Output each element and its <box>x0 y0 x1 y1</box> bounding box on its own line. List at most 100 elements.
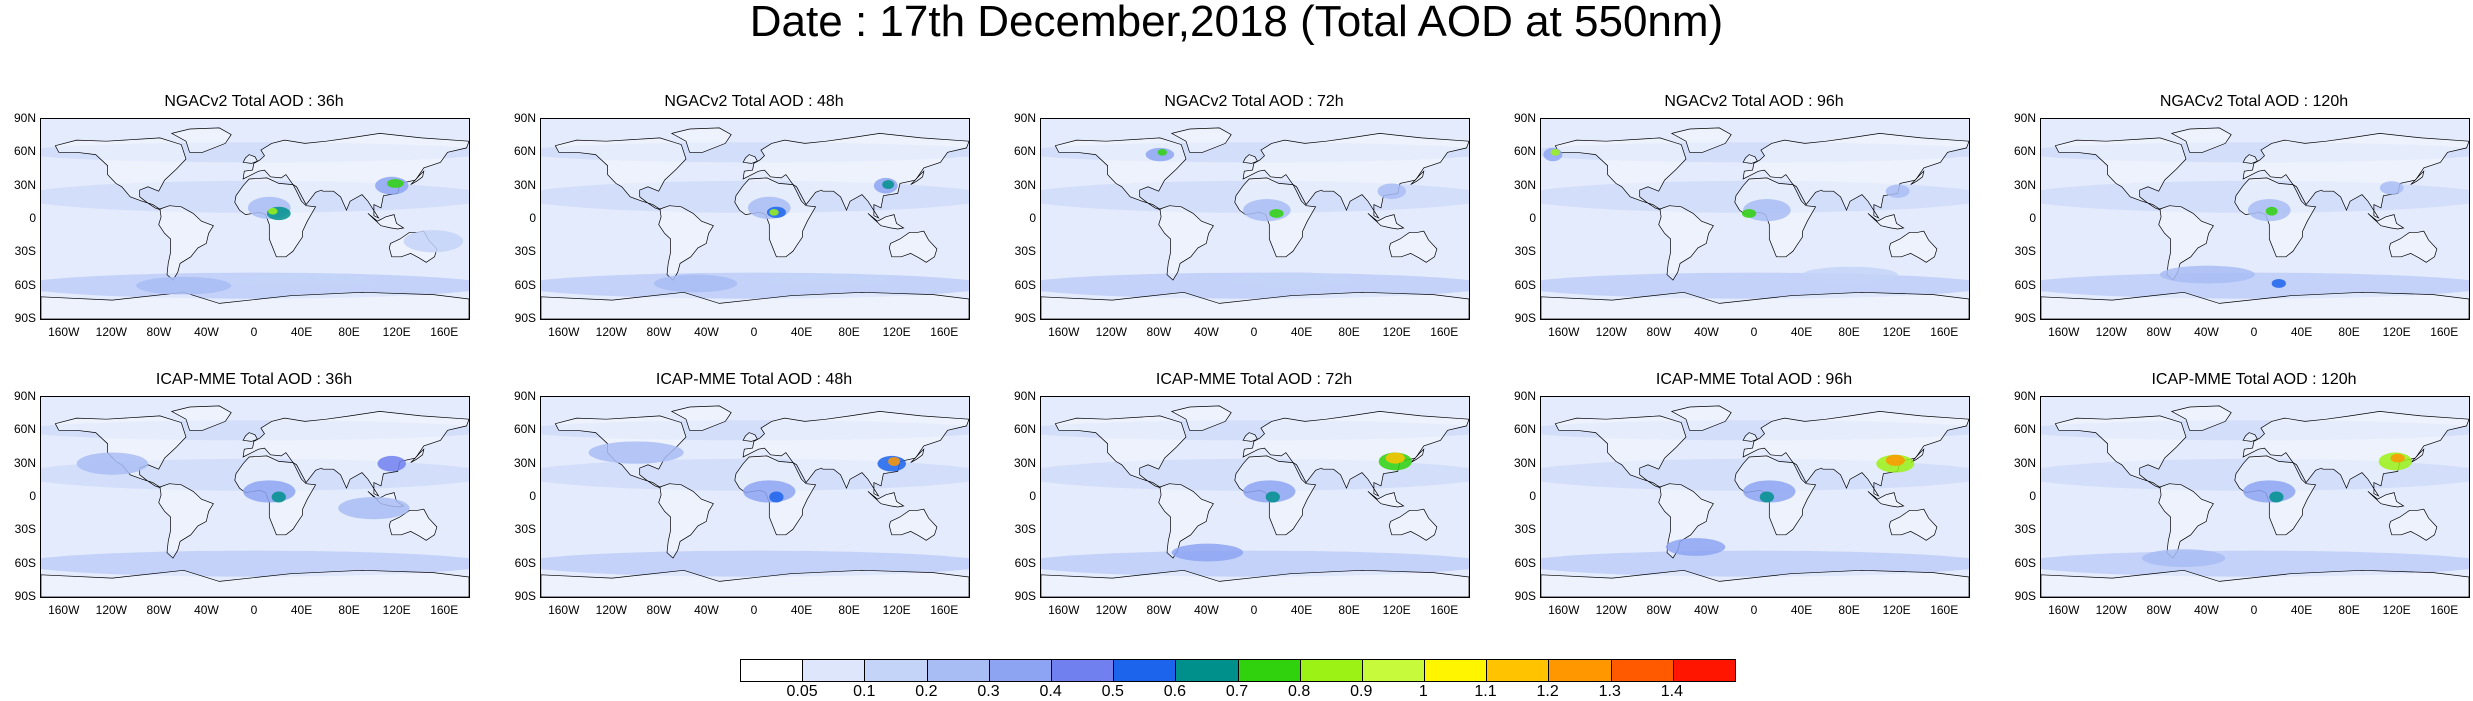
continent-outline <box>742 133 969 219</box>
lon-tick-label: 40E <box>790 325 813 339</box>
lon-tick-label: 120E <box>1882 603 1911 617</box>
aod-plume <box>377 455 406 472</box>
lon-tick-label: 40W <box>1694 603 1719 617</box>
continent-outline <box>1867 491 1905 508</box>
lat-tick-label: 30S <box>1514 522 1536 537</box>
lon-tick-label: 0 <box>750 603 758 617</box>
aod-plume <box>1885 454 1905 466</box>
map-frame <box>540 118 970 320</box>
colorbar-label: 1 <box>1418 683 1428 700</box>
lat-tick-label: 60S <box>1014 277 1036 292</box>
aod-plume <box>766 273 886 287</box>
continent-outline <box>2242 432 2258 442</box>
aod-plume <box>386 179 404 188</box>
lon-tick-label: 80E <box>1338 325 1360 339</box>
aod-plume <box>1269 209 1284 218</box>
continent-outline <box>158 483 214 559</box>
continent-outline <box>1658 205 1714 281</box>
lon-tick-label: 80W <box>1146 325 1172 339</box>
panel-title: NGACv2 Total AOD : 120h <box>2159 93 2349 110</box>
continent-outline <box>1158 205 1214 281</box>
lon-tick-label: 160W <box>48 603 80 617</box>
continent-outline <box>1670 127 1732 153</box>
aod-map <box>541 119 969 319</box>
continent-outline <box>2054 415 2187 489</box>
continent-outline <box>742 154 758 164</box>
lon-tick-label: 80W <box>1646 603 1672 617</box>
lat-tick-label: 90N <box>1513 389 1536 403</box>
lon-tick-label: 160E <box>1930 325 1959 339</box>
lon-tick-label: 80E <box>2338 325 2360 339</box>
colorbar-label: 0.6 <box>1163 683 1186 700</box>
continent-outline <box>1242 154 1258 164</box>
continent-outline <box>1554 137 1687 211</box>
colorbar-box <box>1611 660 1674 681</box>
continent-outline <box>1242 432 1258 442</box>
lon-tick-label: 80E <box>338 325 360 339</box>
aod-plume <box>2265 206 2278 216</box>
map-frame <box>1040 396 1470 598</box>
lon-tick-label: 80W <box>1146 603 1172 617</box>
lat-tick-label: 30N <box>13 455 36 470</box>
lat-tick-label: 60S <box>1014 555 1036 570</box>
lon-tick-label: 160W <box>2048 325 2080 339</box>
lon-tick-label: 40E <box>1290 603 1313 617</box>
aod-plume <box>653 274 738 293</box>
map-frame <box>1540 396 1970 598</box>
lon-tick-label: 160E <box>430 325 459 339</box>
lat-tick-label: 90N <box>2013 111 2036 125</box>
continent-outline <box>1742 133 1969 219</box>
map-frame <box>1040 118 1470 320</box>
colorbar-box <box>803 660 866 681</box>
lon-tick-label: 160W <box>1548 325 1580 339</box>
lat-tick-label: 0 <box>1529 489 1536 503</box>
aod-plume <box>2271 279 2286 288</box>
aod-map <box>541 397 969 597</box>
lon-tick-label: 0 <box>250 325 258 339</box>
continent-outline <box>1410 170 1425 185</box>
lon-tick-label: 0 <box>1250 603 1258 617</box>
continent-outline <box>54 415 187 489</box>
continent-outline <box>888 508 938 541</box>
aod-plume <box>1665 538 1726 556</box>
colorbar-label: 0.1 <box>853 683 876 700</box>
lon-tick-label: 80E <box>1838 325 1860 339</box>
continent-outline <box>367 213 405 230</box>
continent-outline <box>742 432 758 442</box>
lat-tick-label: 60N <box>1013 422 1036 437</box>
continent-outline <box>2170 127 2232 153</box>
continent-outline <box>2041 291 2469 319</box>
lat-tick-label: 60S <box>2014 277 2036 292</box>
lon-tick-label: 40W <box>2194 603 2219 617</box>
continent-outline <box>2158 205 2214 281</box>
lon-tick-label: 80W <box>2146 603 2172 617</box>
colorbar-box <box>1487 660 1550 681</box>
lon-tick-label: 0 <box>750 325 758 339</box>
continent-outline <box>54 137 187 211</box>
lat-tick-label: 90S <box>2014 589 2036 603</box>
lon-tick-label: 40E <box>290 325 313 339</box>
panel-title: ICAP-MME Total AOD : 120h <box>2151 371 2357 388</box>
continent-outline <box>388 508 438 541</box>
lon-tick-label: 120W <box>95 603 127 617</box>
lat-tick-label: 0 <box>29 489 36 503</box>
continent-outline <box>888 230 938 263</box>
aod-plume <box>588 441 684 464</box>
lat-tick-label: 60N <box>1013 144 1036 159</box>
page-title: Date : 17th December,2018 (Total AOD at … <box>749 0 1724 46</box>
lat-tick-label: 30S <box>2014 522 2036 537</box>
lat-tick-label: 0 <box>1029 211 1036 225</box>
aod-plume <box>271 491 286 503</box>
continent-outline <box>1670 405 1732 431</box>
lon-tick-label: 40W <box>2194 325 2219 339</box>
continent-outline <box>1888 230 1938 263</box>
aod-map <box>1541 397 1969 597</box>
lon-tick-label: 160W <box>1048 325 1080 339</box>
lat-tick-label: 30N <box>1013 455 1036 470</box>
lon-tick-label: 80E <box>838 325 860 339</box>
lat-tick-label: 60N <box>513 422 536 437</box>
lon-tick-label: 160E <box>930 603 959 617</box>
continent-outline <box>2367 213 2405 230</box>
lat-tick-label: 60S <box>514 277 536 292</box>
continent-outline <box>867 491 905 508</box>
